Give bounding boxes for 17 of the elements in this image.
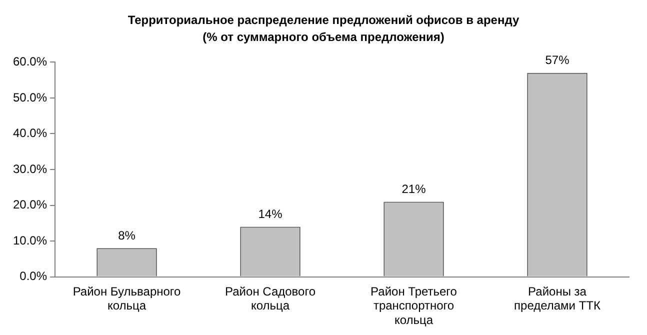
data-label: 14%: [258, 207, 283, 222]
chart-title: Территориальное распределение предложений офисов в аренду: [126, 12, 520, 29]
y-tick-label: 10.0%: [12, 233, 48, 248]
x-tick-label: Район Третьего транспортного кольца: [370, 284, 458, 328]
y-tick-label: 30.0%: [12, 162, 48, 176]
data-label: 57%: [545, 53, 570, 68]
y-tick-label: 50.0%: [12, 90, 48, 104]
data-label: 8%: [118, 228, 136, 242]
x-tick-label: Районы за пределами ТТК: [514, 284, 600, 313]
x-tick-label: Район Садового кольца: [225, 284, 316, 313]
y-tick-label: 60.0%: [12, 54, 48, 69]
y-tick-label: 0.0%: [20, 269, 48, 284]
data-label: 21%: [402, 182, 426, 196]
x-tick-label: Район Бульварного кольца: [72, 284, 182, 313]
chart-subtitle: (% от суммарного объема предложения): [202, 29, 446, 46]
y-tick-label: 20.0%: [12, 198, 48, 212]
y-tick-label: 40.0%: [12, 126, 48, 140]
